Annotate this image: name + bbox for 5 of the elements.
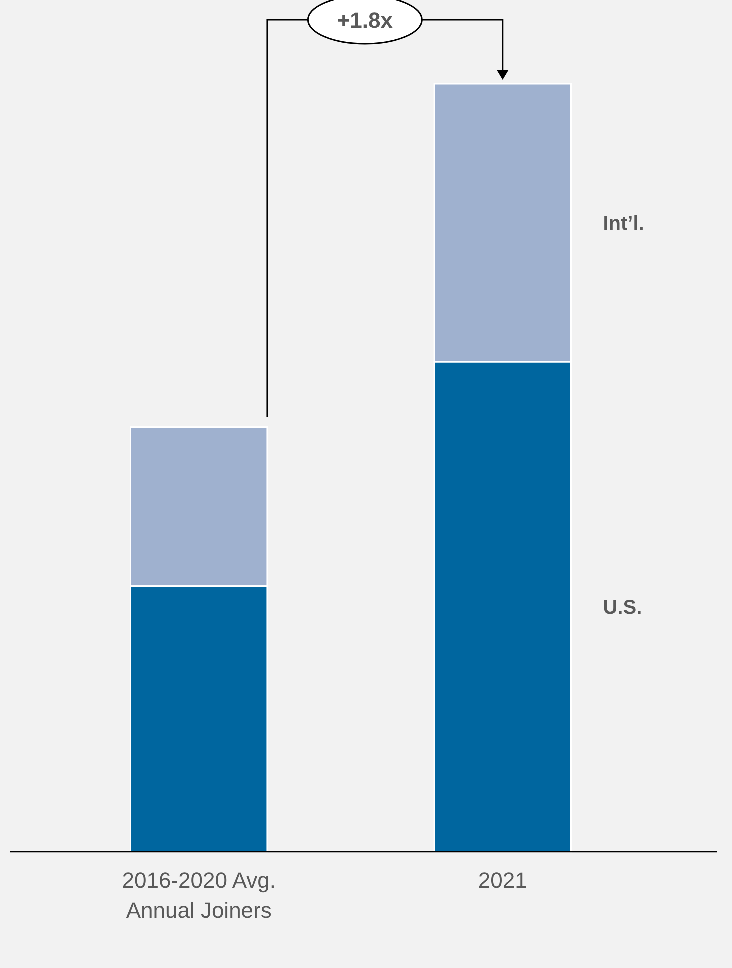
x-tick-label: 2016-2020 Avg. Annual Joiners: [122, 868, 276, 923]
x-tick-label: 2021: [478, 868, 528, 893]
series-label: Int’l.: [603, 213, 644, 236]
text: +1.8x: [337, 8, 394, 33]
series-label: U.S.: [603, 597, 642, 620]
